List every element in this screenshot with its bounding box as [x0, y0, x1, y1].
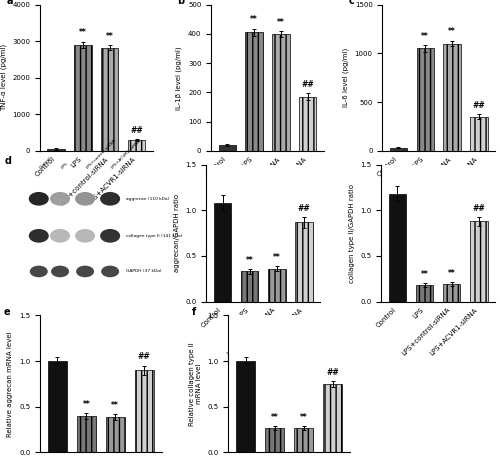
Bar: [77, 416, 96, 452]
Bar: [128, 140, 145, 151]
Ellipse shape: [30, 266, 48, 277]
Text: ##: ##: [472, 101, 486, 110]
Bar: [268, 269, 285, 302]
Y-axis label: collagen type II/GAPDH ratio: collagen type II/GAPDH ratio: [348, 184, 354, 282]
Text: Control: Control: [39, 156, 52, 170]
Text: **: **: [250, 16, 258, 25]
Text: ##: ##: [326, 368, 339, 377]
Text: **: **: [271, 413, 278, 422]
Bar: [390, 148, 407, 151]
Bar: [416, 285, 434, 302]
Ellipse shape: [50, 192, 70, 206]
Bar: [241, 271, 258, 302]
Y-axis label: IL-6 level (pg/ml): IL-6 level (pg/ml): [342, 48, 349, 107]
Bar: [416, 48, 434, 151]
Bar: [470, 117, 488, 151]
Text: aggrecan (110 kDa): aggrecan (110 kDa): [126, 197, 170, 201]
Text: collagen type II (141 kDa): collagen type II (141 kDa): [126, 234, 183, 238]
Text: b: b: [178, 0, 184, 6]
Ellipse shape: [51, 266, 69, 277]
Bar: [388, 194, 406, 302]
Ellipse shape: [100, 192, 120, 206]
Bar: [295, 222, 312, 302]
Text: ##: ##: [302, 80, 314, 89]
Text: GAPDH (37 kDa): GAPDH (37 kDa): [126, 270, 162, 273]
Ellipse shape: [29, 192, 49, 206]
Ellipse shape: [76, 266, 94, 277]
Text: **: **: [246, 255, 254, 265]
Text: **: **: [79, 28, 87, 37]
Bar: [218, 145, 236, 151]
Text: a: a: [6, 0, 12, 6]
Ellipse shape: [50, 229, 70, 243]
Y-axis label: Relative aggrecan mRNA level: Relative aggrecan mRNA level: [8, 331, 14, 436]
Ellipse shape: [75, 229, 95, 243]
Bar: [74, 45, 92, 151]
Text: **: **: [106, 32, 114, 41]
Text: ##: ##: [130, 126, 143, 134]
Bar: [48, 361, 67, 452]
Bar: [246, 32, 263, 151]
Text: ##: ##: [138, 352, 150, 361]
Bar: [299, 97, 316, 151]
Bar: [272, 34, 289, 151]
Text: **: **: [277, 17, 285, 27]
Bar: [470, 221, 488, 302]
Y-axis label: aggrecan/GAPDH ratio: aggrecan/GAPDH ratio: [174, 194, 180, 272]
Text: **: **: [300, 413, 308, 422]
Y-axis label: Relative collagen type II
mRNA level: Relative collagen type II mRNA level: [189, 342, 202, 426]
Bar: [48, 149, 65, 151]
Bar: [236, 361, 255, 452]
Ellipse shape: [101, 266, 119, 277]
Text: e: e: [4, 307, 10, 317]
Bar: [294, 428, 313, 452]
Bar: [101, 48, 118, 151]
Text: LPS+ACVR1-siRNA: LPS+ACVR1-siRNA: [110, 139, 142, 170]
Text: ##: ##: [472, 203, 485, 213]
Text: ##: ##: [298, 203, 310, 213]
Text: d: d: [5, 156, 12, 166]
Bar: [214, 203, 232, 302]
Text: c: c: [348, 0, 354, 6]
Bar: [444, 43, 461, 151]
Bar: [135, 370, 154, 452]
Text: **: **: [448, 27, 456, 36]
Text: **: **: [422, 32, 429, 41]
Text: LPS+control-siRNA: LPS+control-siRNA: [85, 138, 116, 170]
Bar: [106, 417, 124, 452]
Text: **: **: [82, 400, 90, 409]
Text: LPS: LPS: [60, 162, 68, 170]
Ellipse shape: [100, 229, 120, 243]
Bar: [443, 284, 460, 302]
Ellipse shape: [75, 192, 95, 206]
Bar: [266, 428, 284, 452]
Text: **: **: [112, 401, 119, 410]
Text: **: **: [420, 270, 428, 279]
Text: f: f: [192, 307, 196, 317]
Bar: [323, 384, 342, 452]
Y-axis label: IL-1β level (pg/ml): IL-1β level (pg/ml): [176, 46, 182, 110]
Y-axis label: TNF-α level (pg/ml): TNF-α level (pg/ml): [0, 44, 6, 111]
Text: **: **: [448, 269, 456, 278]
Ellipse shape: [29, 229, 49, 243]
Text: **: **: [273, 253, 280, 262]
